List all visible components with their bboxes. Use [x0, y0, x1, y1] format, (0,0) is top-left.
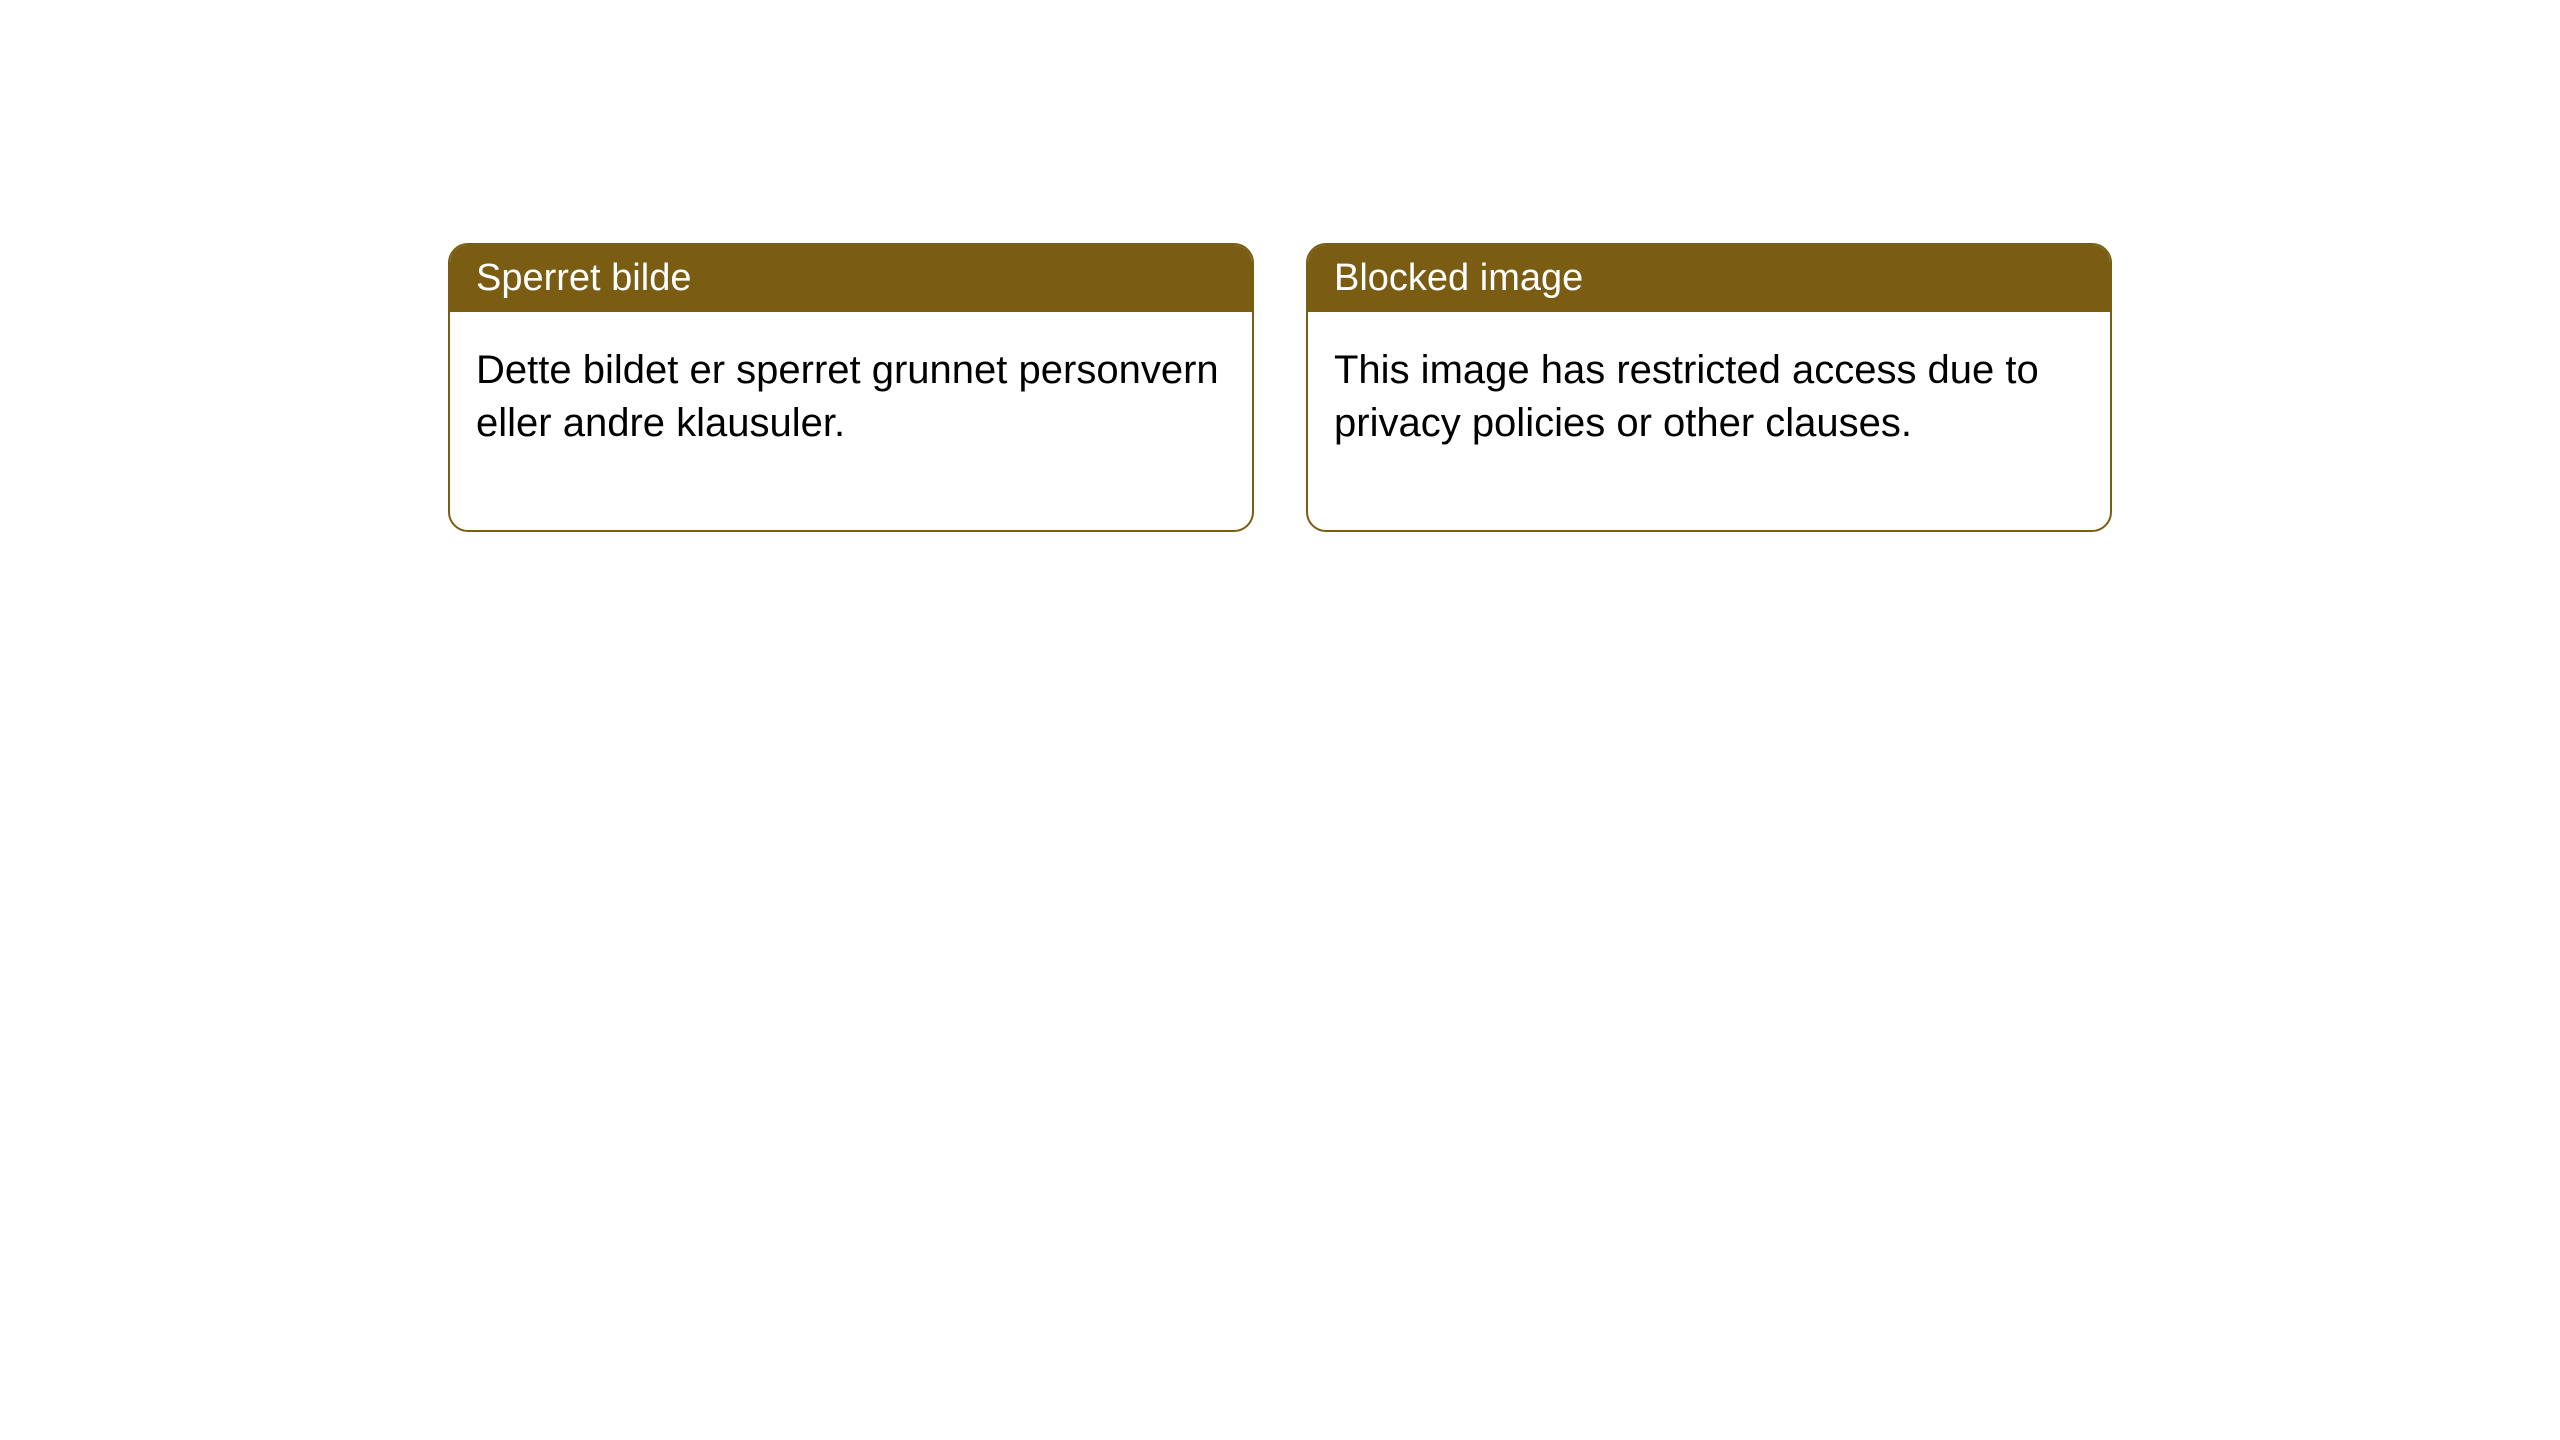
- blocked-image-card-en: Blocked image This image has restricted …: [1306, 243, 2112, 532]
- card-body: This image has restricted access due to …: [1308, 312, 2110, 530]
- card-header: Blocked image: [1308, 245, 2110, 312]
- card-title: Blocked image: [1334, 257, 1583, 299]
- blocked-image-card-no: Sperret bilde Dette bildet er sperret gr…: [448, 243, 1254, 532]
- card-body-text: This image has restricted access due to …: [1334, 348, 2039, 445]
- card-header: Sperret bilde: [450, 245, 1252, 312]
- card-container: Sperret bilde Dette bildet er sperret gr…: [448, 243, 2112, 532]
- card-body-text: Dette bildet er sperret grunnet personve…: [476, 348, 1219, 445]
- card-body: Dette bildet er sperret grunnet personve…: [450, 312, 1252, 530]
- card-title: Sperret bilde: [476, 257, 691, 299]
